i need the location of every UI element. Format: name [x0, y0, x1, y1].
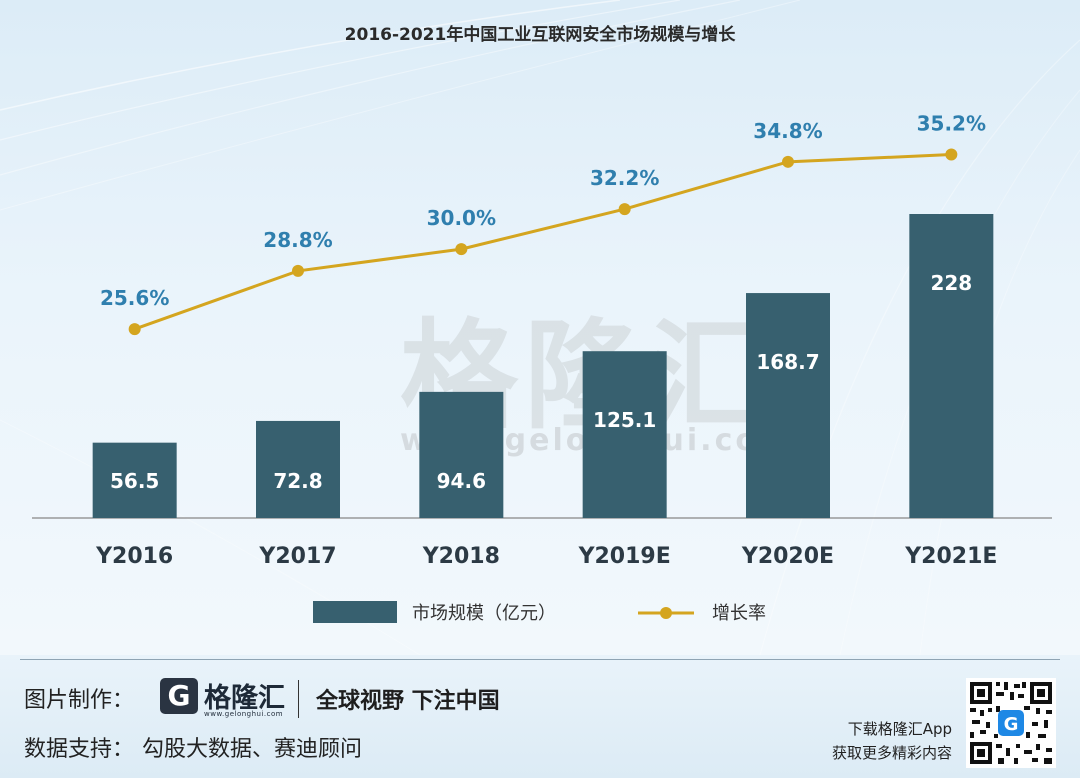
growth-point	[128, 323, 141, 336]
growth-label: 30.0%	[427, 206, 496, 230]
legend-bar-label: 市场规模（亿元）	[412, 603, 556, 624]
bar-label: 228	[930, 271, 972, 295]
brand-logo: G 格隆汇 www.gelonghui.com	[160, 676, 286, 720]
growth-label: 25.6%	[100, 286, 169, 310]
category-label: Y2016	[95, 544, 173, 569]
bar-y2017	[256, 420, 340, 518]
app-line2: 获取更多精彩内容	[831, 744, 952, 762]
growth-label: 34.8%	[753, 119, 822, 143]
logo-name: 格隆汇	[204, 683, 285, 714]
logo-url: www.gelonghui.com	[204, 710, 284, 718]
growth-label: 28.8%	[263, 228, 332, 252]
footer: 图片制作： G 格隆汇 www.gelonghui.com 全球视野 下注中国 …	[0, 655, 1080, 778]
category-label: Y2020E	[741, 544, 834, 569]
chart-svg: 56.5 Y2016 72.8 Y2017 94.6 Y2018 125.1 Y2019E 16…	[32, 112, 1052, 624]
data-support: 数据支持： 勾股大数据、赛迪顾问	[24, 731, 362, 763]
slogan-divider	[298, 680, 299, 718]
bar-y2020e	[746, 293, 830, 518]
logo-g-icon: G	[160, 678, 198, 714]
footer-divider	[20, 659, 1060, 660]
growth-label: 35.2%	[917, 112, 986, 136]
app-promo: 下载格隆汇App 获取更多精彩内容	[832, 717, 952, 765]
legend-line-marker	[660, 607, 672, 619]
growth-point	[782, 155, 794, 168]
chart-area: 2016-2021年中国工业互联网安全市场规模与增长 格隆汇 www.gelon…	[0, 0, 1080, 655]
bar-label: 168.7	[756, 350, 819, 374]
bar-label: 72.8	[273, 469, 322, 493]
growth-point	[455, 243, 468, 256]
bar-y2021e	[909, 214, 994, 518]
category-label: Y2018	[422, 544, 500, 569]
support-label: 数据支持：	[24, 737, 135, 762]
chart-title: 2016-2021年中国工业互联网安全市场规模与增长	[344, 25, 736, 45]
growth-point	[618, 203, 631, 216]
growth-point	[945, 148, 958, 161]
qr-logo-letter: G	[1004, 714, 1019, 735]
bar-label: 94.6	[437, 469, 486, 493]
app-line1: 下载格隆汇App	[847, 720, 952, 738]
bar-label: 56.5	[110, 469, 159, 493]
bar-y2019e	[582, 351, 667, 518]
credit-label: 图片制作：	[24, 688, 135, 713]
category-label: Y2021E	[904, 544, 997, 569]
bar-label: 125.1	[593, 408, 656, 432]
category-label: Y2019E	[578, 544, 671, 569]
legend-bar-swatch	[313, 601, 397, 623]
bar-y2018	[419, 391, 504, 518]
slogan: 全球视野 下注中国	[316, 689, 500, 714]
qr-code-icon[interactable]: G	[966, 678, 1056, 768]
bar-y2016	[92, 442, 177, 518]
support-text: 勾股大数据、赛迪顾问	[142, 737, 363, 762]
growth-label: 32.2%	[590, 166, 659, 190]
category-label: Y2017	[258, 544, 336, 569]
growth-point	[292, 264, 304, 277]
growth-line	[134, 153, 952, 331]
legend-line-label: 增长率	[712, 603, 766, 624]
